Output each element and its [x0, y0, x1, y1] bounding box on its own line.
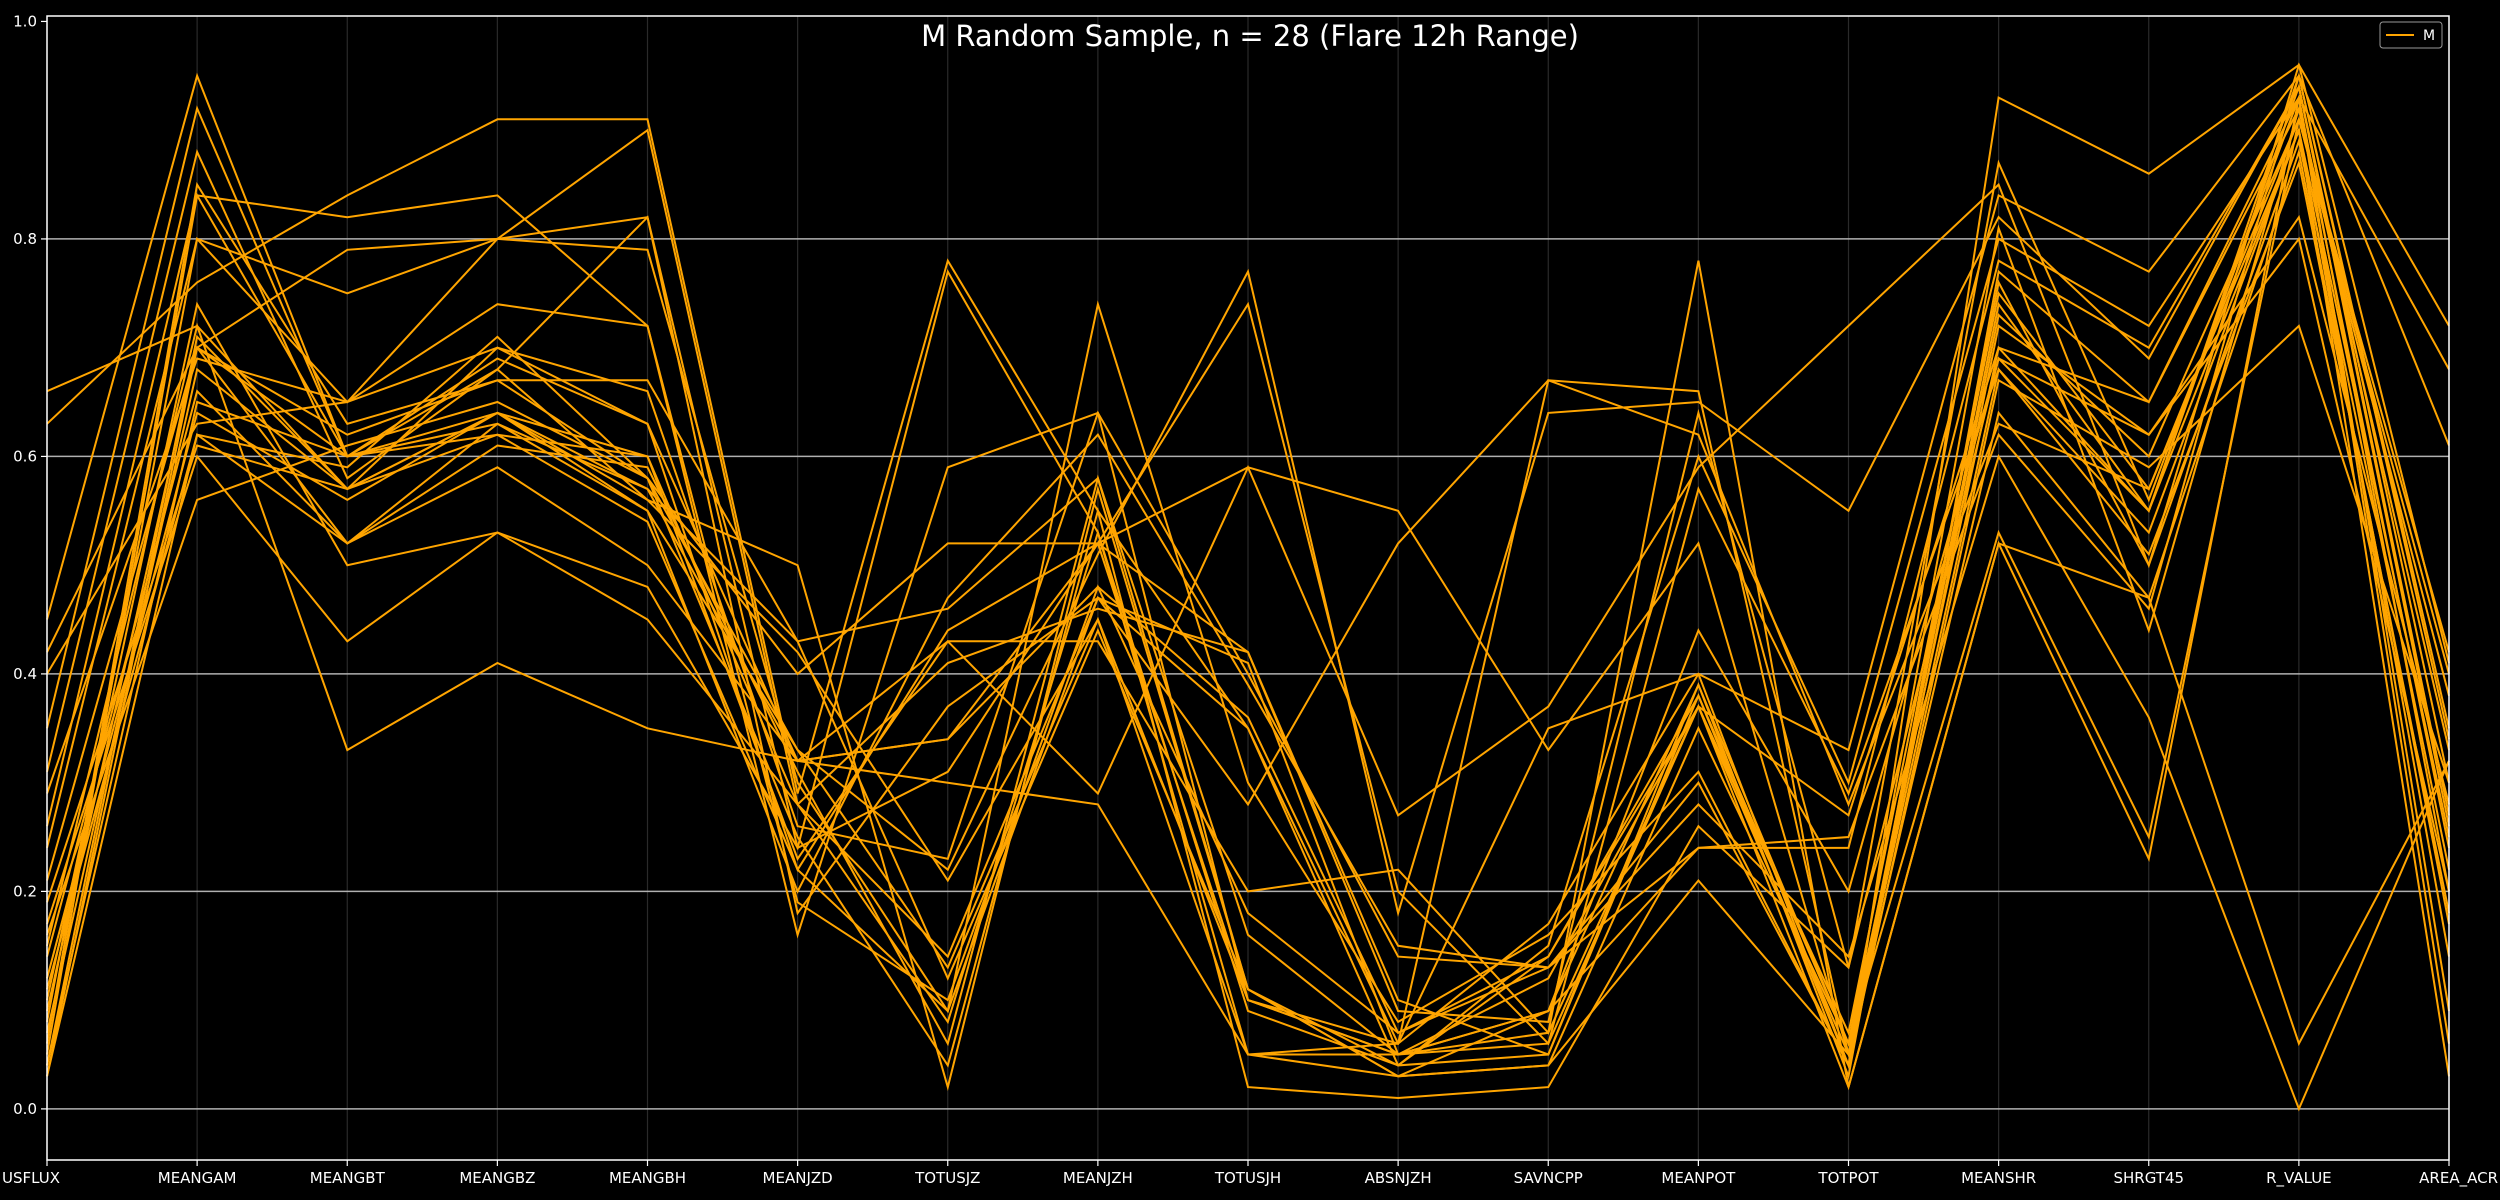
x-tick-label-meanjzh: MEANJZH [1063, 1169, 1133, 1187]
series-line-21 [46, 94, 2450, 1056]
x-tick-label-meanshr: MEANSHR [1961, 1169, 2036, 1187]
x-tick-label-meangbh: MEANGBH [609, 1169, 686, 1187]
x-tick-label-meangbt: MEANGBT [310, 1169, 386, 1187]
x-tick-label-savncpp: SAVNCPP [1514, 1169, 1583, 1187]
x-tick-label-totusjh: TOTUSJH [1214, 1169, 1281, 1187]
series-line-14 [46, 159, 2450, 1046]
x-tick-label-meanpot: MEANPOT [1661, 1169, 1736, 1187]
x-tick-label-r_value: R_VALUE [2266, 1169, 2332, 1188]
x-tick-label-usflux: USFLUX [2, 1169, 60, 1187]
series-line-26 [46, 105, 2450, 1080]
x-tick-label-totusjz: TOTUSJZ [914, 1169, 980, 1187]
series-line-24 [46, 192, 2450, 1088]
x-tick-label-meanjzd: MEANJZD [763, 1169, 833, 1187]
series-line-19 [46, 126, 2450, 1077]
series-line-9 [46, 63, 2450, 1070]
x-tick-label-area_acr: AREA_ACR [2419, 1169, 2498, 1188]
x-tick-label-absnjzh: ABSNJZH [1365, 1169, 1432, 1187]
x-tick-label-shrgt45: SHRGT45 [2113, 1169, 2184, 1187]
series-line-8 [46, 137, 2450, 1069]
x-tick-labels: USFLUX MEANGAM MEANGBT MEANGBZ MEANGBH MEANJZ… [2, 1160, 2498, 1188]
series-line-4 [46, 73, 2450, 1046]
series-lines [46, 62, 2450, 1112]
series-line-23 [46, 72, 2450, 1100]
y-tick-label: 0.8 [13, 230, 37, 248]
x-tick-label-meangam: MEANGAM [158, 1169, 237, 1187]
series-line-25 [46, 116, 2450, 1066]
series-line-16 [46, 389, 2450, 1112]
series-line-18 [46, 83, 2450, 990]
series-line-27 [46, 83, 2450, 1077]
series-line-28 [46, 214, 2450, 1078]
y-tick-label: 1.0 [13, 12, 37, 30]
x-tick-label-meangbz: MEANGBZ [459, 1169, 535, 1187]
y-tick-labels: 0.0 0.2 0.4 0.6 0.8 1.0 [13, 12, 47, 1118]
legend-label: M [2423, 28, 2435, 44]
chart-title: M Random Sample, n = 28 (Flare 12h Range… [921, 19, 1579, 53]
y-tick-label: 0.6 [13, 447, 37, 465]
y-tick-label: 0.4 [13, 665, 37, 683]
y-tick-label: 0.0 [13, 1100, 37, 1118]
legend: M [2379, 21, 2443, 49]
y-tick-label: 0.2 [13, 882, 37, 900]
x-tick-label-totpot: TOTPOT [1817, 1169, 1879, 1187]
series-line-13 [46, 97, 2450, 1091]
